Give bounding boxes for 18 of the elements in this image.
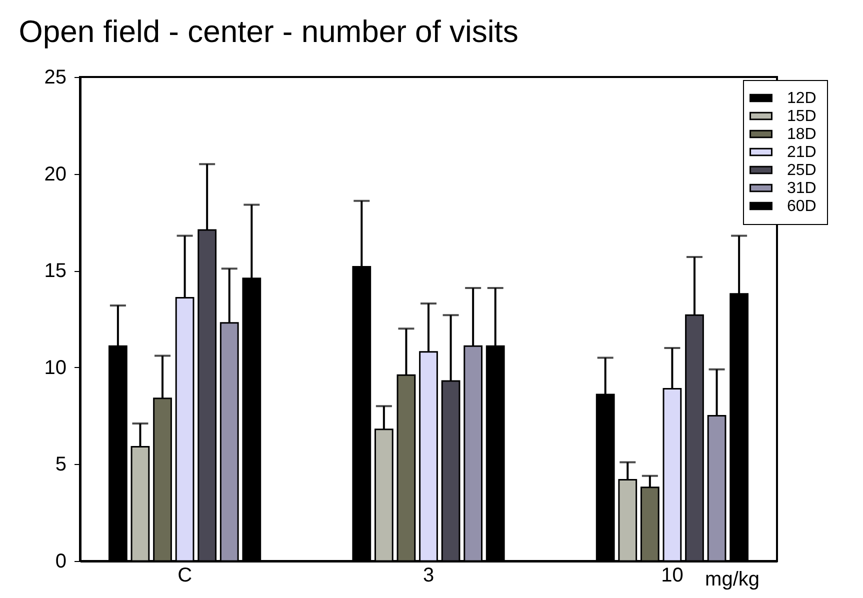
x-tick-label: 3 bbox=[422, 564, 434, 586]
y-tick-label: 20 bbox=[44, 163, 66, 186]
legend-label: 60D bbox=[787, 198, 816, 215]
x-axis-title: mg/kg bbox=[705, 568, 760, 590]
x-tick-label: C bbox=[178, 564, 192, 586]
y-tick-label: 10 bbox=[44, 356, 66, 379]
legend-label: 25D bbox=[787, 162, 816, 179]
legend-label: 21D bbox=[787, 144, 816, 161]
y-tick-label: 0 bbox=[55, 550, 66, 572]
y-tick-label: 5 bbox=[55, 454, 66, 476]
y-tick-label: 25 bbox=[44, 66, 66, 88]
legend-label: 31D bbox=[787, 180, 816, 197]
legend-label: 15D bbox=[787, 108, 816, 125]
legend-label: 12D bbox=[787, 90, 816, 107]
y-tick-label: 15 bbox=[44, 260, 66, 282]
chart-title: Open field - center - number of visits bbox=[18, 14, 518, 49]
legend-label: 18D bbox=[787, 126, 816, 143]
x-tick-label: 10 bbox=[661, 564, 684, 586]
